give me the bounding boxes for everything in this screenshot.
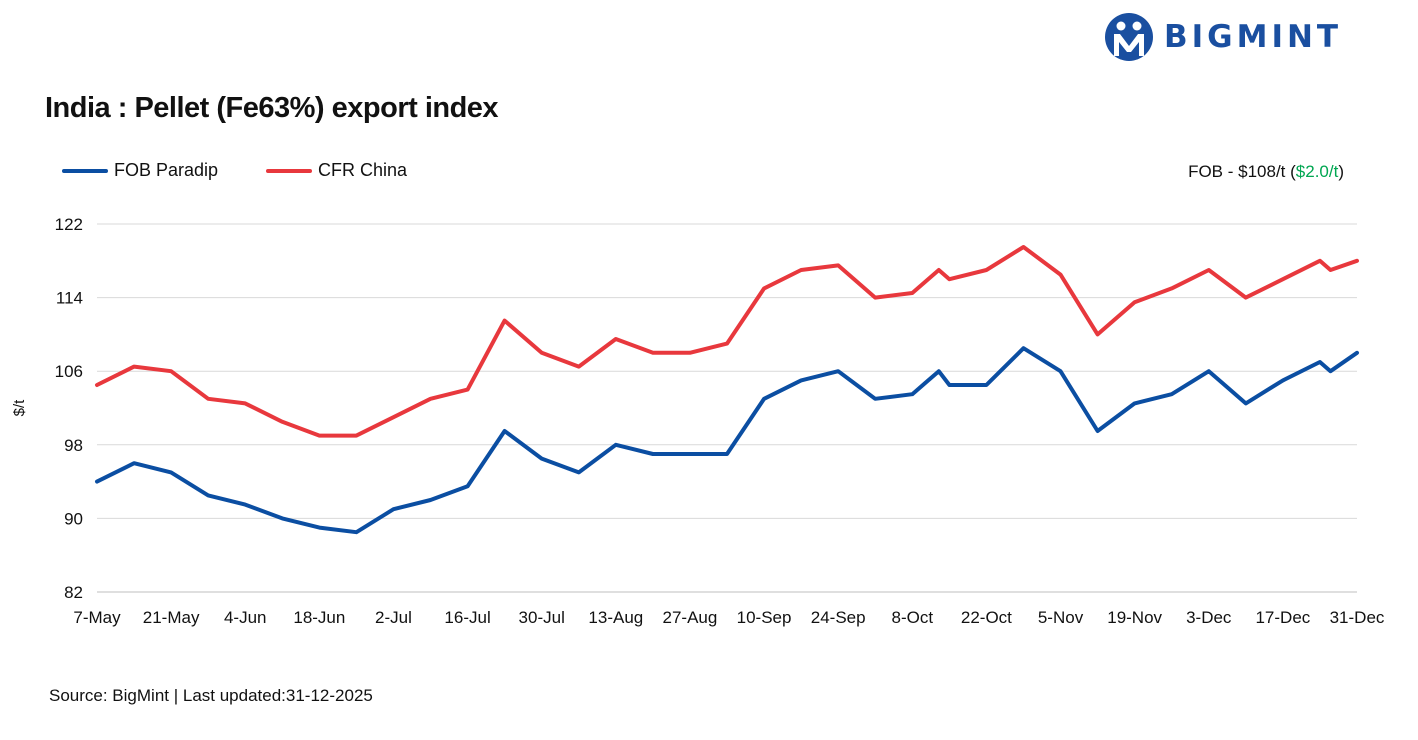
brand-logo: BIGMINT: [1104, 12, 1342, 62]
x-tick-label: 10-Sep: [737, 608, 792, 627]
x-tick-label: 30-Jul: [519, 608, 565, 627]
y-tick-label: 114: [56, 289, 83, 308]
x-tick-label: 17-Dec: [1255, 608, 1310, 627]
y-tick-label: 98: [64, 436, 83, 455]
y-tick-label: 82: [64, 583, 83, 602]
legend-item-cfr-china: CFR China: [266, 160, 407, 181]
x-tick-label: 7-May: [73, 608, 121, 627]
legend-swatch-fob: [62, 168, 108, 173]
y-tick-label: 106: [55, 362, 83, 381]
x-tick-label: 5-Nov: [1038, 608, 1084, 627]
x-tick-label: 22-Oct: [961, 608, 1012, 627]
x-tick-label: 24-Sep: [811, 608, 866, 627]
annotation-prefix: FOB - $108/t (: [1188, 162, 1296, 181]
x-tick-label: 8-Oct: [892, 608, 934, 627]
brand-name: BIGMINT: [1164, 19, 1343, 55]
source-note: Source: BigMint | Last updated:31-12-202…: [49, 686, 373, 705]
x-tick-label: 13-Aug: [588, 608, 643, 627]
chart-title: India : Pellet (Fe63%) export index: [45, 92, 499, 124]
x-tick-label: 27-Aug: [663, 608, 718, 627]
x-tick-label: 19-Nov: [1107, 608, 1162, 627]
y-tick-label: 90: [64, 509, 83, 528]
y-tick-label: 122: [55, 215, 83, 234]
x-tick-label: 16-Jul: [444, 608, 490, 627]
x-tick-label: 4-Jun: [224, 608, 267, 627]
price-annotation: FOB - $108/t ($2.0/t): [1188, 162, 1344, 182]
x-tick-label: 18-Jun: [293, 608, 345, 627]
y-axis-label: $/t: [11, 399, 28, 417]
annotation-change: $2.0/t: [1295, 162, 1339, 181]
bigmint-logo-icon: [1105, 13, 1153, 61]
legend-item-fob-paradip: FOB Paradip: [62, 160, 218, 181]
annotation-suffix: ): [1338, 162, 1344, 181]
x-tick-label: 2-Jul: [375, 608, 412, 627]
x-tick-label: 21-May: [143, 608, 200, 627]
legend-swatch-cfr: [266, 168, 313, 173]
x-tick-label: 31-Dec: [1330, 608, 1385, 627]
chart-legend: FOB Paradip CFR China: [62, 160, 407, 181]
series-line-fob-paradip: [95, 346, 1359, 535]
x-tick-label: 3-Dec: [1186, 608, 1232, 627]
legend-label-cfr: CFR China: [318, 160, 408, 180]
series-line-cfr-china: [95, 245, 1359, 438]
legend-label-fob: FOB Paradip: [114, 160, 219, 180]
